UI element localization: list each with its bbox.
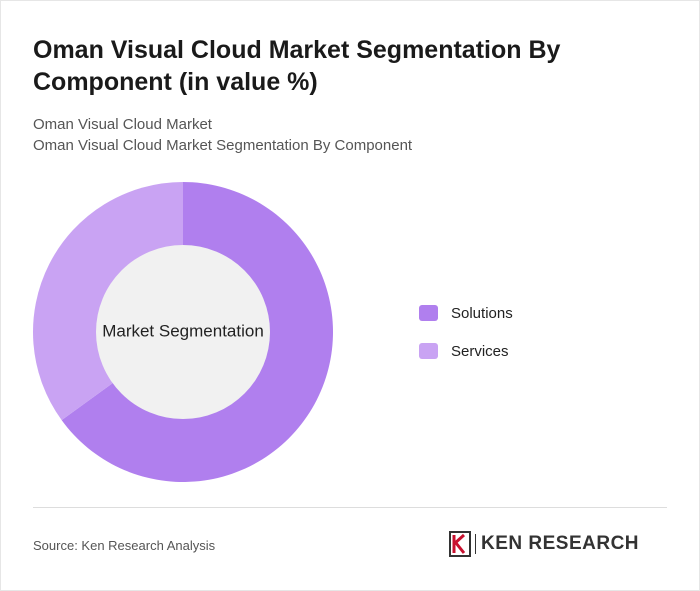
subtitle-line-1: Oman Visual Cloud Market xyxy=(33,116,212,133)
source-note: Source: Ken Research Analysis xyxy=(33,538,216,553)
logo-separator xyxy=(475,534,476,554)
legend-swatch-solutions xyxy=(419,305,438,321)
ken-research-k-icon xyxy=(449,531,471,557)
subtitle-line-2: Oman Visual Cloud Market Segmentation By… xyxy=(33,137,413,154)
chart-title: Oman Visual Cloud Market Segmentation By… xyxy=(33,36,561,96)
legend-item-services[interactable]: Services xyxy=(419,341,513,361)
legend-swatch-services xyxy=(419,343,438,359)
donut-chart: Market Segmentation xyxy=(33,182,334,483)
legend-label-services: Services xyxy=(451,342,509,360)
footer-divider xyxy=(33,507,667,508)
donut-center xyxy=(96,245,270,419)
donut-center-label: Market Segmentation xyxy=(102,321,264,340)
logo-wordmark: KEN RESEARCH xyxy=(481,533,640,554)
chart-subtitle: Oman Visual Cloud Market Oman Visual Clo… xyxy=(33,114,412,156)
legend-label-solutions: Solutions xyxy=(451,304,513,322)
chart-legend: Solutions Services xyxy=(419,303,513,379)
ken-research-logo: KEN RESEARCH xyxy=(449,531,639,557)
legend-item-solutions[interactable]: Solutions xyxy=(419,303,513,323)
